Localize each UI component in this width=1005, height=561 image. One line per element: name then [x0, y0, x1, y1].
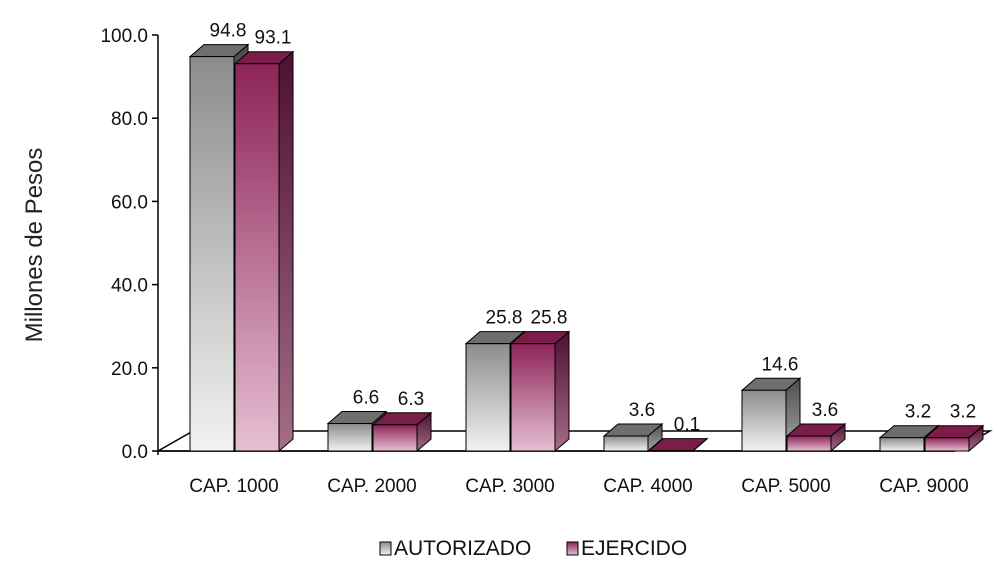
bar-autorizado-4: [740, 377, 802, 453]
data-label-autorizado-1: 6.6: [353, 388, 379, 409]
data-label-ejercido-1: 6.3: [398, 389, 424, 410]
legend-swatch-autorizado: [379, 541, 392, 556]
legend: AUTORIZADO EJERCIDO: [379, 537, 687, 560]
data-label-ejercido-2: 25.8: [531, 308, 568, 329]
x-category-label: CAP. 5000: [741, 476, 830, 497]
data-label-ejercido-3: 0.1: [674, 415, 700, 436]
data-label-ejercido-5: 3.2: [950, 402, 976, 423]
x-axis-labels: CAP. 1000 CAP. 2000 CAP. 3000 CAP. 4000 CAP.…: [189, 476, 968, 497]
bar-ejercido-3: [647, 437, 709, 453]
bar-ejercido-0: [233, 50, 295, 453]
y-tick-label: 0.0: [122, 442, 148, 463]
data-label-autorizado-3: 3.6: [629, 400, 655, 421]
data-label-ejercido-4: 3.6: [812, 400, 838, 421]
legend-label-autorizado: AUTORIZADO: [394, 537, 531, 560]
data-label-ejercido-0: 93.1: [255, 28, 292, 49]
x-category-label: CAP. 4000: [603, 476, 692, 497]
bar-ejercido-2: [509, 330, 571, 453]
bar-autorizado-3: [602, 422, 664, 453]
y-axis-label: Millones de Pesos: [21, 148, 48, 343]
bar-ejercido-5: [923, 424, 985, 453]
x-category-label: CAP. 3000: [465, 476, 554, 497]
bar-ejercido-1: [371, 411, 433, 453]
bar-ejercido-4: [785, 422, 847, 453]
y-tick-label: 100.0: [100, 26, 148, 47]
y-tick-label: 80.0: [111, 109, 148, 130]
bar-autorizado-1: [326, 410, 388, 453]
y-tick-label: 40.0: [111, 276, 148, 297]
data-labels-group: 94.8 93.1 6.6 6.3 25.8 25.8 3.6 0.1 14.6 3.6 3.2 3.…: [210, 21, 977, 436]
y-tick-label: 60.0: [111, 192, 148, 213]
y-tick-label: 20.0: [111, 359, 148, 380]
legend-swatch-ejercido: [566, 541, 579, 556]
x-category-label: CAP. 2000: [327, 476, 416, 497]
data-label-autorizado-0: 94.8: [210, 21, 247, 42]
bars-group: [188, 43, 985, 453]
data-label-autorizado-5: 3.2: [905, 402, 931, 423]
data-label-autorizado-2: 25.8: [486, 308, 523, 329]
x-category-label: CAP. 9000: [879, 476, 968, 497]
x-category-label: CAP. 1000: [189, 476, 278, 497]
legend-label-ejercido: EJERCIDO: [581, 537, 687, 560]
data-label-autorizado-4: 14.6: [762, 354, 799, 375]
